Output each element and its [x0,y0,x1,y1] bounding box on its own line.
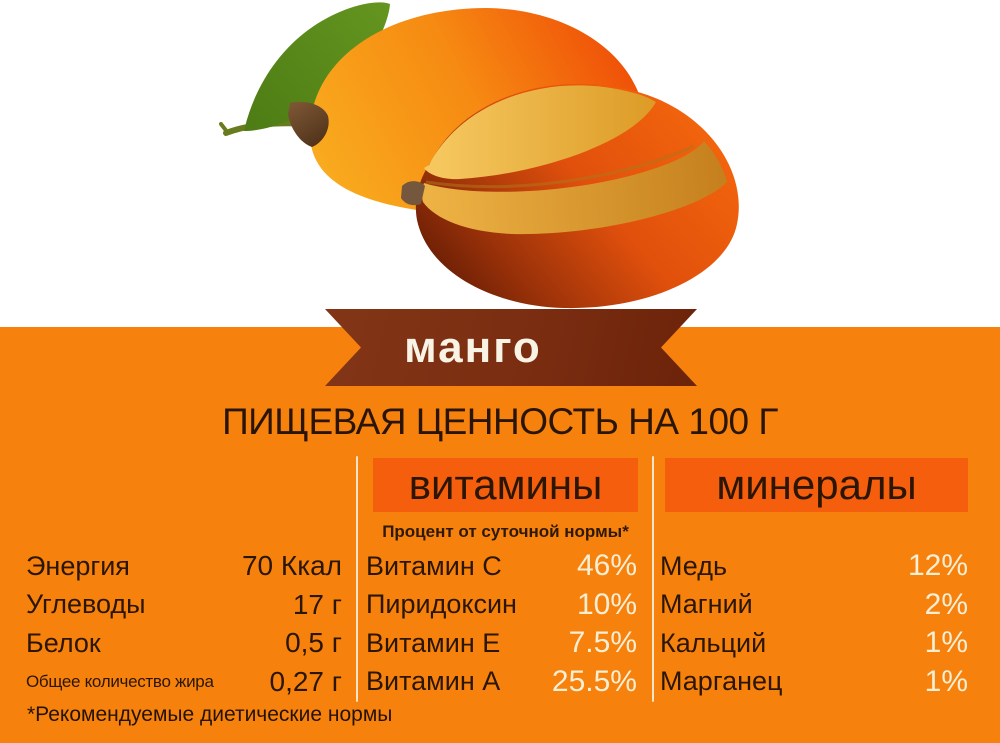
table-row: Магний 2% [660,586,968,625]
mineral-label: Кальций [660,627,767,658]
mango-stem-wedge [288,101,329,147]
mineral-label: Медь [660,550,728,581]
table-row: Белок 0,5 г [26,624,342,663]
mineral-percent: 1% [924,664,968,698]
vitamin-label: Витамин A [366,666,501,697]
vitamin-percent: 7.5% [568,626,637,660]
mineral-percent: 12% [907,549,968,583]
vitamins-column: Витамин C 46% Пиридоксин 10% Витамин E 7… [366,547,637,701]
page-title: ПИЩЕВАЯ ЦЕННОСТЬ НА 100 Г [222,401,778,442]
minerals-header-label: минералы [716,461,917,508]
table-row: Витамин C 46% [366,547,637,586]
vitamin-label: Пиридоксин [366,589,517,620]
vitamin-label: Витамин E [366,627,501,658]
nutrient-value: 70 Ккал [241,550,342,582]
vitamin-percent: 25.5% [551,664,637,698]
table-row: Витамин A 25.5% [366,663,637,702]
mineral-label: Магний [660,589,753,620]
table-row: Витамин E 7.5% [366,624,637,663]
nutrient-label: Энергия [26,550,130,581]
nutrition-column: Энергия 70 Ккал Углеводы 17 г Белок 0,5 … [26,547,342,701]
mango-leaf [244,2,390,131]
vitamin-percent: 10% [576,587,637,621]
ribbon-banner: манго [325,309,697,386]
nutrient-label: Углеводы [26,589,146,620]
table-row: Кальций 1% [660,624,968,663]
vitamin-percent: 46% [576,549,637,583]
cut-mango [401,83,739,309]
table-row: Пиридоксин 10% [366,586,637,625]
nutrient-value: 0,5 г [285,627,342,659]
table-row: Энергия 70 Ккал [26,547,342,586]
nutrient-label: Общее количество жира [26,671,214,691]
minerals-header-box: минералы [665,458,968,512]
vitamins-header-label: витамины [408,461,603,508]
table-row: Медь 12% [660,547,968,586]
table-row: Углеводы 17 г [26,586,342,625]
ribbon-label: манго [404,322,542,372]
column-divider-left [356,456,358,702]
table-row: Общее количество жира 0,27 г [26,663,342,702]
orange-background [0,327,1000,743]
minerals-column: Медь 12% Магний 2% Кальций 1% Марганец 1… [660,547,968,701]
mango-illustration [219,2,739,309]
mineral-label: Марганец [660,666,783,697]
daily-norm-note: Процент от суточной нормы* [382,522,629,541]
table-row: Марганец 1% [660,663,968,702]
vitamin-label: Витамин C [366,550,502,581]
footnote: *Рекомендуемые диетические нормы [27,703,393,726]
vitamins-header-box: витамины [373,458,638,512]
nutrient-value: 0,27 г [269,665,343,697]
mineral-percent: 2% [924,587,968,621]
nutrient-value: 17 г [292,588,342,620]
mineral-percent: 1% [924,626,968,660]
column-divider-right [652,456,654,702]
nutrient-label: Белок [26,627,101,658]
